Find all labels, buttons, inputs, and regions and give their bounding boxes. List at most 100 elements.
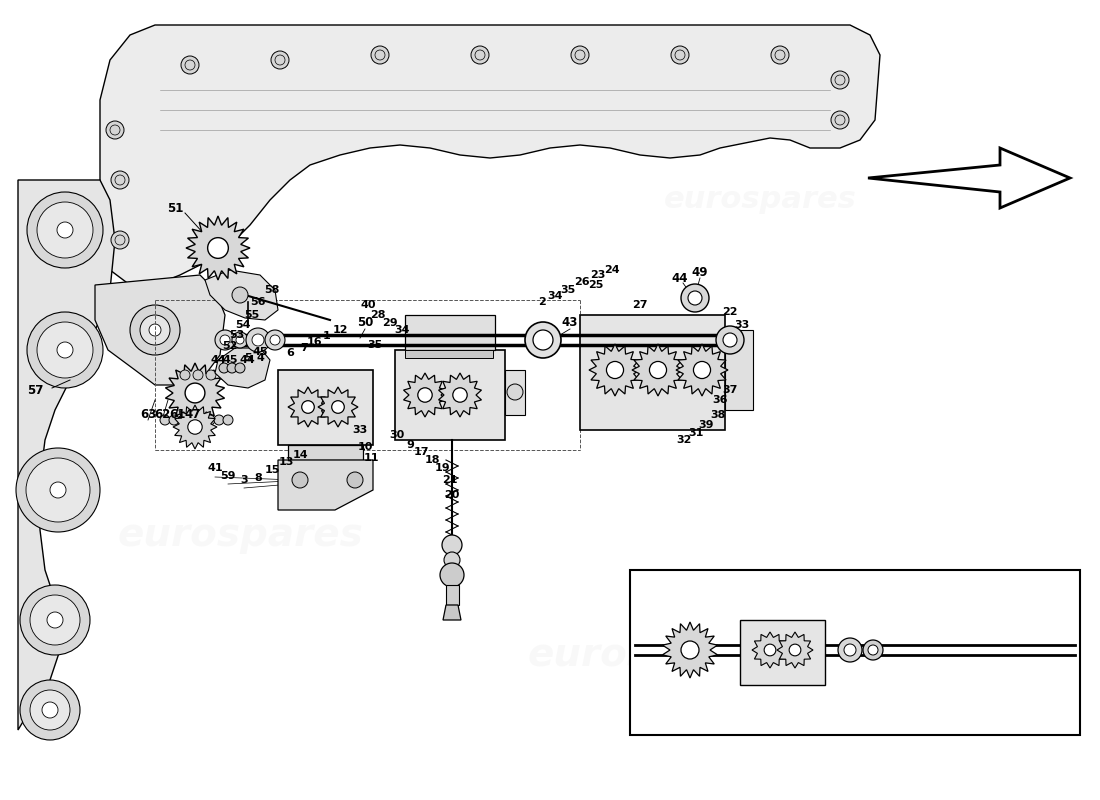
Polygon shape: [18, 180, 116, 730]
Text: 33: 33: [352, 425, 367, 435]
Text: 52: 52: [222, 341, 238, 351]
Polygon shape: [868, 148, 1070, 208]
Text: 34: 34: [548, 291, 563, 301]
Text: 12: 12: [332, 325, 348, 335]
Polygon shape: [443, 605, 461, 620]
Text: 31: 31: [689, 428, 704, 438]
Text: 37: 37: [723, 385, 738, 395]
Text: 44: 44: [239, 355, 255, 365]
Bar: [505, 370, 525, 415]
Text: 55: 55: [244, 310, 260, 320]
Circle shape: [50, 482, 66, 498]
Text: 40: 40: [361, 300, 376, 310]
Text: 25: 25: [588, 280, 604, 290]
Text: 5: 5: [244, 353, 252, 363]
Text: 27: 27: [632, 300, 648, 310]
Text: 10: 10: [358, 442, 373, 452]
Circle shape: [789, 644, 801, 656]
Circle shape: [246, 328, 270, 352]
Text: 50: 50: [992, 698, 1008, 708]
Circle shape: [187, 415, 197, 425]
Text: 15: 15: [264, 465, 279, 475]
Circle shape: [771, 46, 789, 64]
Text: 7: 7: [300, 343, 308, 353]
Circle shape: [182, 56, 199, 74]
Text: 50: 50: [862, 713, 878, 723]
Circle shape: [245, 370, 255, 380]
Circle shape: [130, 305, 180, 355]
Text: 35: 35: [560, 285, 575, 295]
Text: 4: 4: [256, 353, 264, 363]
Text: 59: 59: [220, 471, 235, 481]
Polygon shape: [214, 348, 270, 388]
Circle shape: [214, 415, 224, 425]
Text: 45: 45: [252, 347, 267, 357]
Text: 58: 58: [264, 285, 279, 295]
Circle shape: [418, 388, 432, 402]
Circle shape: [442, 535, 462, 555]
Circle shape: [868, 645, 878, 655]
Circle shape: [16, 448, 100, 532]
Circle shape: [214, 330, 235, 350]
Circle shape: [265, 330, 285, 350]
Circle shape: [444, 552, 460, 568]
Text: 43: 43: [562, 317, 579, 330]
Text: 34: 34: [394, 325, 409, 335]
Text: 63: 63: [140, 409, 156, 422]
Text: 57: 57: [26, 383, 43, 397]
Text: 49: 49: [692, 266, 708, 278]
Text: 24: 24: [604, 265, 619, 275]
Circle shape: [140, 315, 170, 345]
Circle shape: [227, 363, 236, 373]
Circle shape: [26, 458, 90, 522]
Text: 54: 54: [235, 320, 251, 330]
Bar: [630, 570, 1080, 735]
Circle shape: [723, 333, 737, 347]
Polygon shape: [165, 363, 224, 423]
Polygon shape: [278, 460, 373, 510]
Circle shape: [764, 644, 776, 656]
Circle shape: [208, 238, 229, 258]
Bar: [446, 585, 459, 605]
Circle shape: [346, 472, 363, 488]
Circle shape: [223, 415, 233, 425]
Circle shape: [57, 342, 73, 358]
Text: 48: 48: [932, 698, 948, 708]
Text: 35: 35: [367, 340, 383, 350]
Circle shape: [681, 641, 698, 659]
Circle shape: [28, 192, 103, 268]
Text: 19: 19: [436, 463, 451, 473]
Circle shape: [106, 121, 124, 139]
Bar: [580, 315, 725, 430]
Text: 9: 9: [406, 440, 414, 450]
Circle shape: [196, 415, 206, 425]
Bar: [740, 620, 825, 685]
Polygon shape: [752, 632, 788, 668]
Text: eurospares: eurospares: [527, 636, 773, 674]
Text: 8: 8: [254, 473, 262, 483]
Text: 53: 53: [230, 330, 244, 340]
Text: 30: 30: [389, 430, 405, 440]
Circle shape: [292, 472, 308, 488]
Bar: [278, 370, 373, 445]
Text: 50: 50: [837, 713, 852, 723]
Bar: [395, 350, 505, 440]
Text: 45: 45: [222, 355, 238, 365]
Circle shape: [571, 46, 588, 64]
Polygon shape: [186, 216, 250, 280]
Circle shape: [30, 595, 80, 645]
Text: 44: 44: [672, 271, 689, 285]
Text: 2: 2: [538, 297, 546, 307]
Text: 61: 61: [168, 409, 185, 422]
Circle shape: [471, 46, 490, 64]
Circle shape: [111, 171, 129, 189]
Text: 13: 13: [278, 457, 294, 467]
Circle shape: [219, 370, 229, 380]
Circle shape: [206, 370, 216, 380]
Circle shape: [219, 363, 229, 373]
Circle shape: [232, 287, 248, 303]
Circle shape: [671, 46, 689, 64]
Circle shape: [716, 326, 744, 354]
Circle shape: [525, 322, 561, 358]
Circle shape: [688, 291, 702, 305]
